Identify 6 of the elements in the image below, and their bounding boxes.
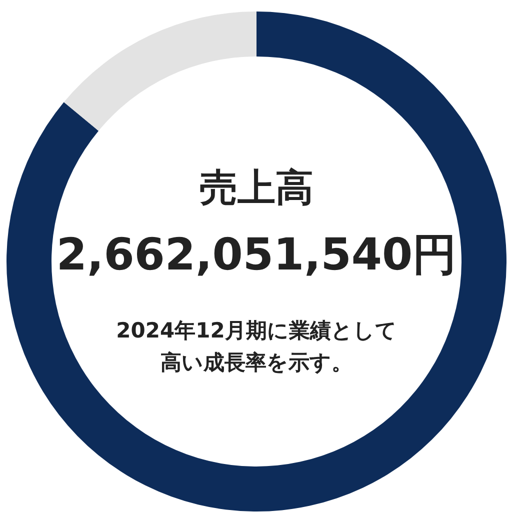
donut-slice — [6, 12, 506, 512]
donut-slice — [64, 12, 256, 131]
text: 高い成長率を示す。 — [160, 350, 352, 374]
text: 2,662,051,540円 — [56, 230, 457, 280]
text: 2024年12月期に業績として — [116, 318, 397, 342]
text: 売上高 — [200, 166, 314, 210]
